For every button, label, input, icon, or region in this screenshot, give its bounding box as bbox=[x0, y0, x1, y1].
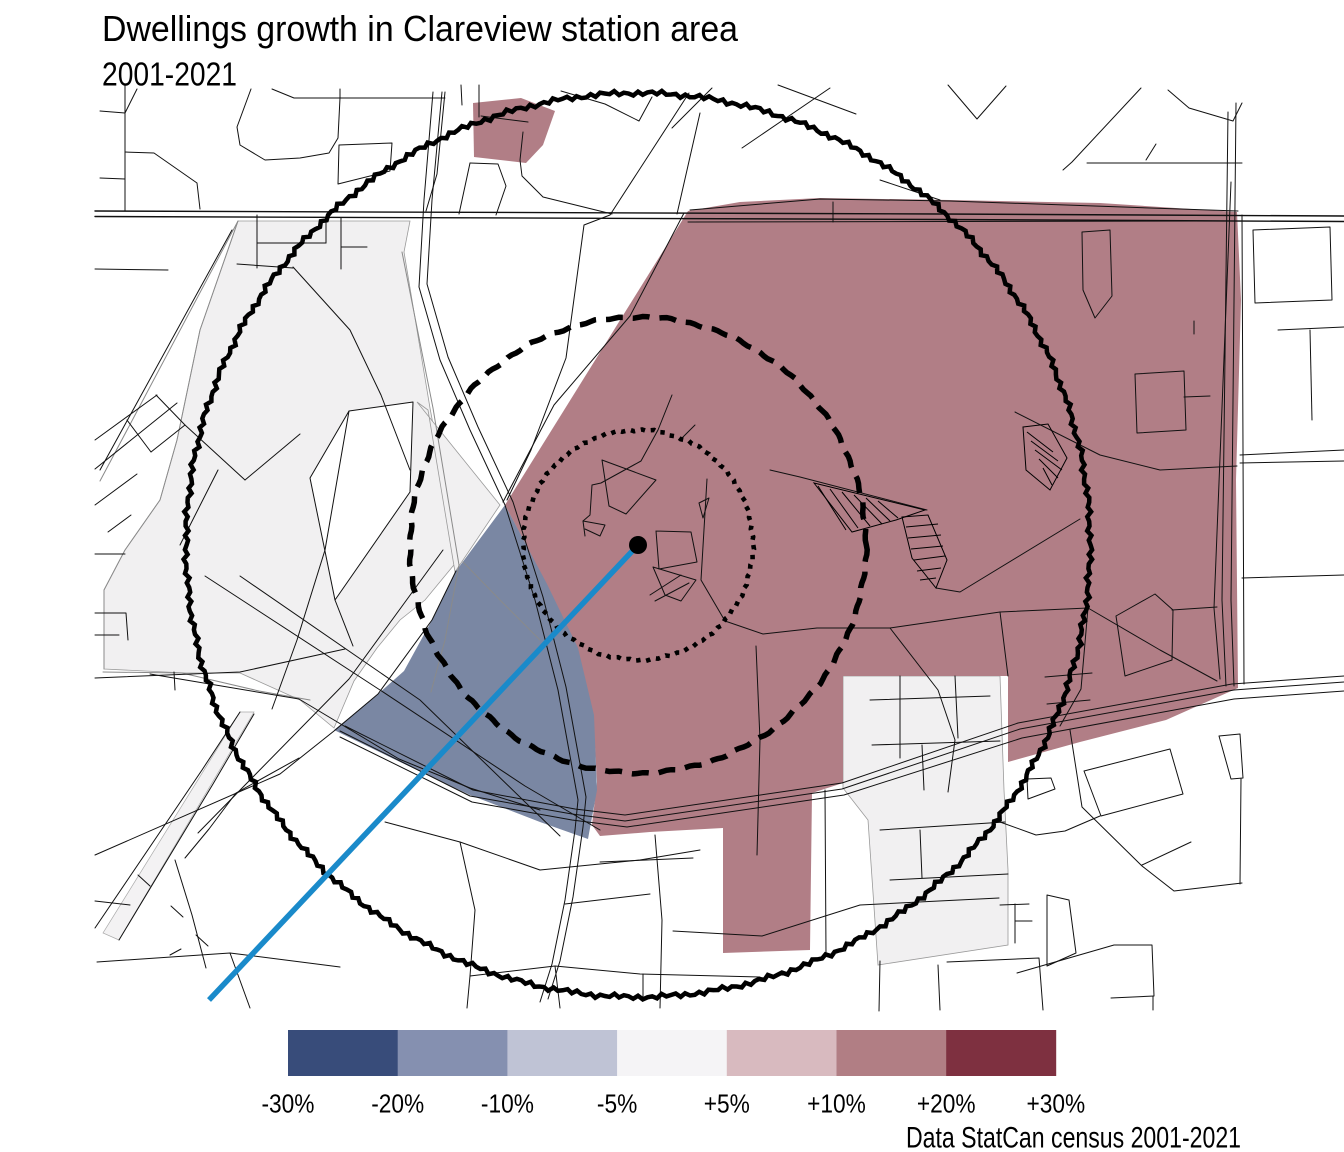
svg-text:-5%: -5% bbox=[597, 1088, 637, 1118]
svg-text:+20%: +20% bbox=[917, 1088, 976, 1118]
svg-text:Data StatCan census 2001-2021: Data StatCan census 2001-2021 bbox=[906, 1121, 1241, 1152]
svg-text:+5%: +5% bbox=[704, 1088, 750, 1118]
svg-text:-20%: -20% bbox=[371, 1088, 424, 1118]
svg-text:+30%: +30% bbox=[1027, 1088, 1086, 1118]
svg-text:-30%: -30% bbox=[262, 1088, 315, 1118]
svg-text:-10%: -10% bbox=[481, 1088, 534, 1118]
svg-text:Dwellings growth in Clareview: Dwellings growth in Clareview station ar… bbox=[102, 8, 739, 49]
svg-text:2001-2021: 2001-2021 bbox=[102, 56, 237, 93]
svg-text:+10%: +10% bbox=[807, 1088, 866, 1118]
